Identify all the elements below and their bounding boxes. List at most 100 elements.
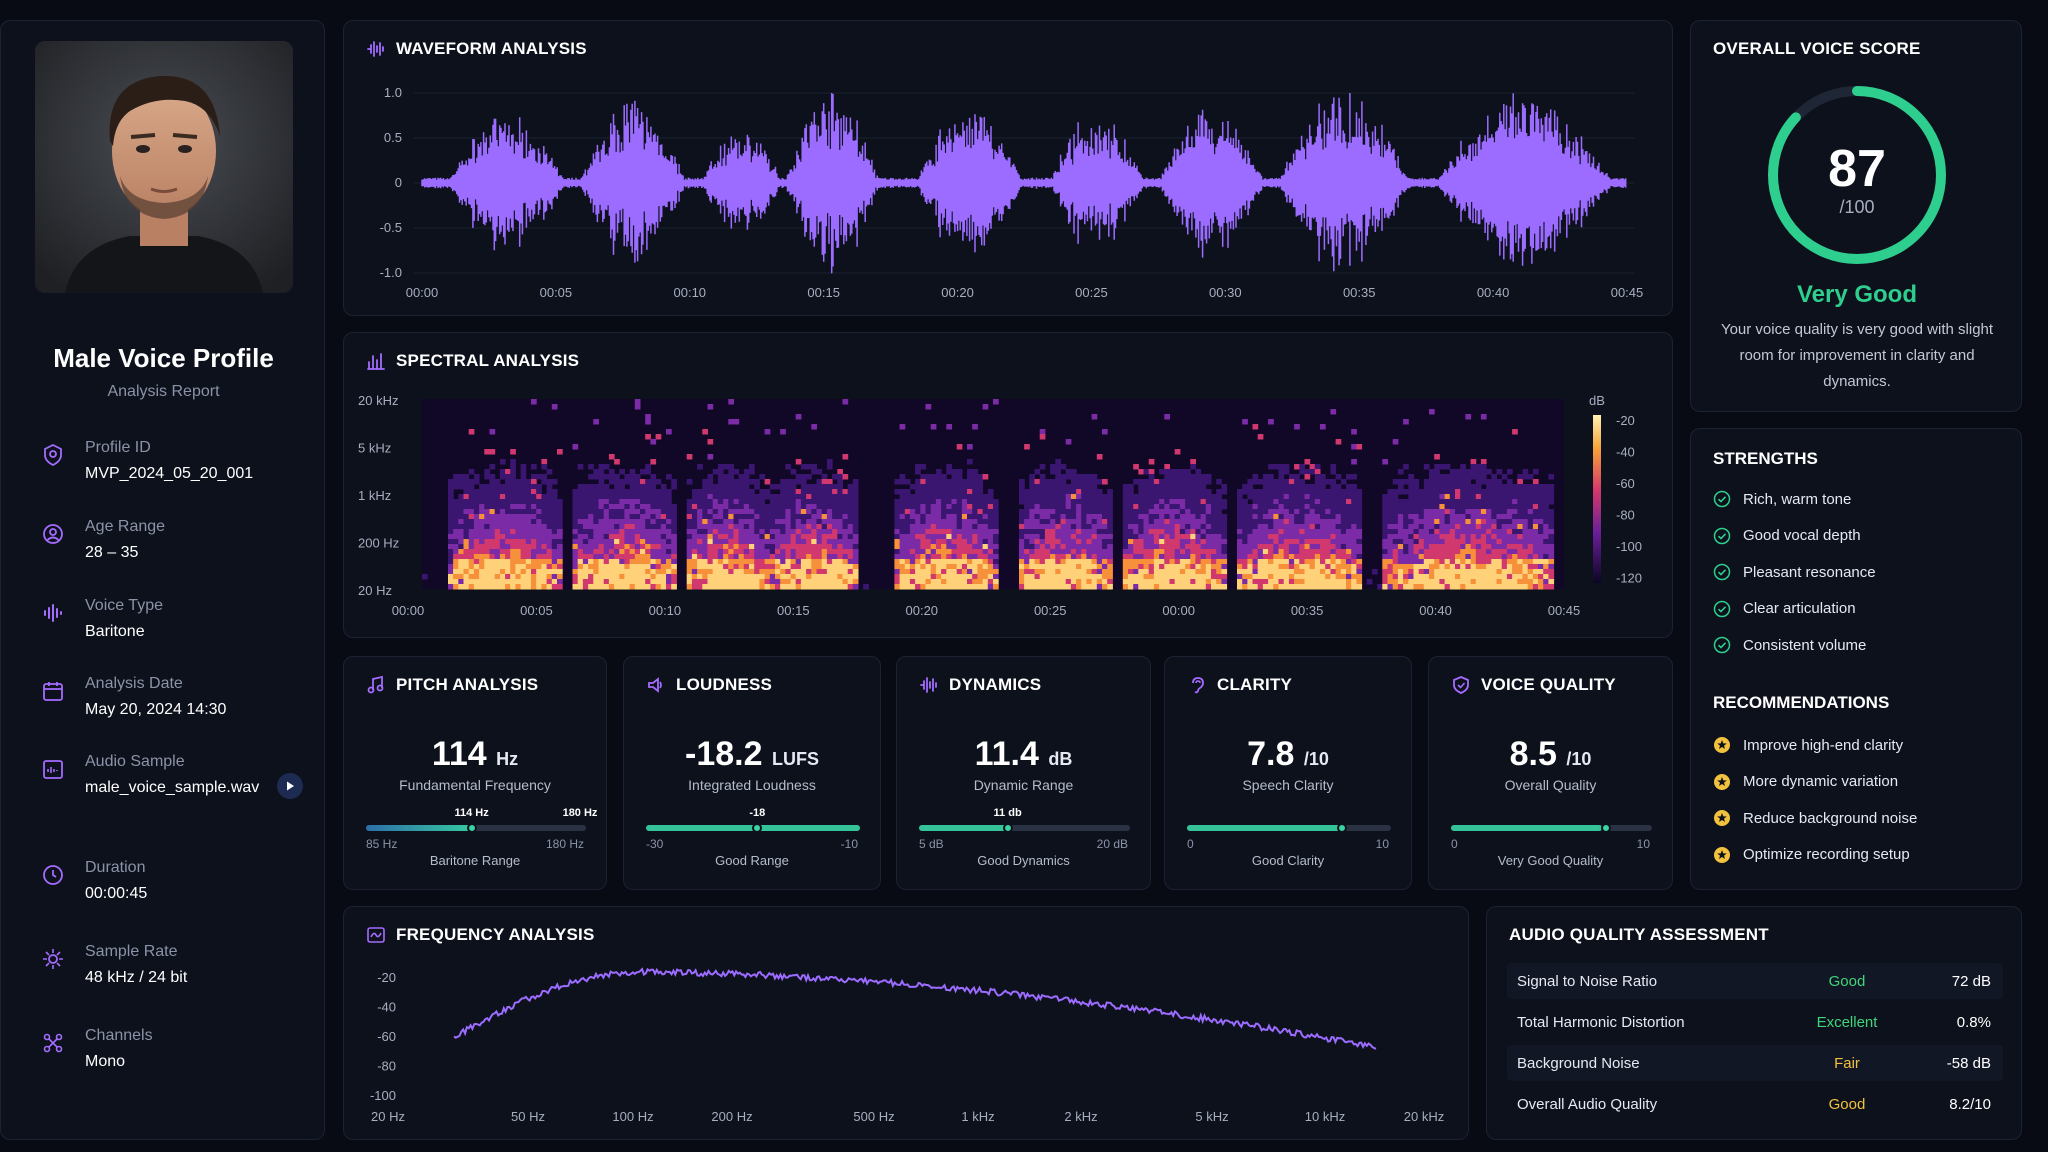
spectrogram-cell — [1543, 509, 1549, 515]
spectrogram-cell — [1164, 514, 1170, 520]
spectrogram-cell — [785, 559, 792, 565]
spectrogram-cell — [691, 509, 698, 515]
spectrogram-cell — [1174, 559, 1181, 565]
spectrogram-cell — [904, 489, 911, 495]
spectrogram-cell — [608, 494, 615, 500]
spectrogram-cell — [557, 569, 563, 575]
ear-icon — [1192, 677, 1204, 694]
spectrogram-cell — [1065, 509, 1072, 515]
spectrogram-cell — [1314, 584, 1321, 590]
spectrogram-cell — [956, 544, 963, 550]
spectrogram-cell — [1340, 524, 1347, 530]
spectrogram-cell — [1216, 584, 1222, 590]
spectrogram-cell — [1496, 569, 1503, 575]
spectrogram-cell — [1403, 479, 1409, 485]
spectrogram-cell — [920, 504, 926, 510]
spectrogram-cell — [1538, 519, 1544, 525]
spectrogram-cell — [598, 544, 605, 550]
spectrogram-cell — [1102, 539, 1108, 545]
spectrogram-cell — [448, 529, 454, 535]
spectrogram-cell — [1169, 514, 1176, 520]
spectrogram-cell — [712, 499, 719, 505]
spectrogram-cell — [1387, 524, 1394, 530]
spectrogram-cell — [1268, 519, 1274, 525]
spectrogram-cell — [520, 549, 527, 555]
spectrogram-cell — [1356, 584, 1363, 590]
spectrogram-cell — [666, 544, 672, 550]
music-note-icon — [367, 675, 384, 694]
spectrogram-cell — [972, 534, 978, 540]
spectrogram-cell — [790, 489, 797, 495]
spectrogram-cell — [826, 544, 833, 550]
spectrogram-cell — [479, 529, 485, 535]
spectrogram-cell — [780, 494, 786, 500]
spectrogram-cell — [1148, 559, 1155, 565]
spectrogram-cell — [453, 529, 459, 535]
spectrogram-cell — [1403, 539, 1409, 545]
spectrogram-cell — [987, 494, 994, 500]
spectrogram-cell — [1444, 524, 1451, 530]
spectrogram-cell — [1335, 549, 1342, 555]
spectrogram-cell — [1076, 554, 1082, 560]
waveform-chart[interactable]: 1.00.50-0.5-1.000:00 00:05 00:10 00:15 00:20… — [344, 21, 1674, 317]
spectrogram-cell — [1200, 534, 1207, 540]
spectrogram-cell — [1444, 559, 1451, 565]
metric-number: 114 — [431, 735, 487, 773]
spectrogram-cell — [1434, 529, 1440, 535]
spectrogram-cell — [941, 499, 947, 505]
spectrogram-cell — [1070, 489, 1077, 495]
spectrogram-cell — [987, 544, 994, 550]
spectrogram-cell — [1205, 499, 1212, 505]
spectrogram-cell — [1205, 574, 1212, 580]
spectrogram-cell — [650, 539, 657, 545]
spectrogram-cell — [1086, 514, 1093, 520]
spectrogram-cell — [775, 559, 781, 565]
spectrogram-cell — [826, 489, 833, 495]
spectrogram-cell — [790, 509, 797, 515]
spectrogram-cell — [1174, 489, 1181, 495]
spectrogram-cell — [1221, 554, 1228, 560]
spectrogram-cell — [1512, 529, 1518, 535]
spectrogram-cell — [1169, 504, 1176, 510]
spectrogram-cell — [1034, 584, 1041, 590]
spectrogram-cell — [1413, 514, 1420, 520]
audio-file-name[interactable]: male_voice_sample.wav — [85, 779, 260, 796]
spectrogram-cell — [1309, 484, 1316, 490]
spectrogram-cell — [686, 564, 693, 570]
spectrogram-cell — [1086, 504, 1093, 510]
spectrogram-cell — [624, 539, 631, 545]
spectrogram-cell — [624, 559, 631, 565]
spectrogram-cell — [723, 574, 729, 580]
spectrogram-cell — [852, 544, 859, 550]
spectrogram-cell — [951, 514, 958, 520]
star-icon — [1714, 846, 1730, 863]
x-tick-label: 00:25 — [1034, 603, 1067, 618]
spectrogram-cell — [749, 579, 755, 585]
spectrogram-cell — [1392, 544, 1399, 550]
spectrogram-cell — [847, 514, 854, 520]
spectrogram-cell — [598, 514, 605, 520]
spectrogram-cell — [930, 564, 937, 570]
spectrogram-cell — [1190, 559, 1196, 565]
spectrogram-cell — [1195, 564, 1202, 570]
spectrogram-cell — [1252, 539, 1259, 545]
spectrogram-cell — [1039, 569, 1046, 575]
spectrogram-cell — [956, 579, 963, 585]
spectrogram-cell — [951, 489, 958, 495]
spectrogram-cell — [1143, 509, 1150, 515]
spectrogram-cell — [1465, 529, 1472, 535]
metric-title-text: CLARITY — [1217, 675, 1293, 694]
spectrogram-cell — [1418, 569, 1425, 575]
spectrogram-cell — [733, 564, 740, 570]
spectrogram-cell — [1506, 484, 1513, 490]
spectrogram-cell — [572, 584, 579, 590]
spectrogram-cell — [702, 509, 708, 515]
play-button[interactable] — [277, 773, 303, 799]
spectrogram-cell — [1475, 514, 1482, 520]
spectrogram-cell — [520, 564, 527, 570]
spectrogram-cell — [930, 499, 937, 505]
spectrogram-cell — [1538, 484, 1544, 490]
spectrogram-cell — [645, 534, 651, 540]
